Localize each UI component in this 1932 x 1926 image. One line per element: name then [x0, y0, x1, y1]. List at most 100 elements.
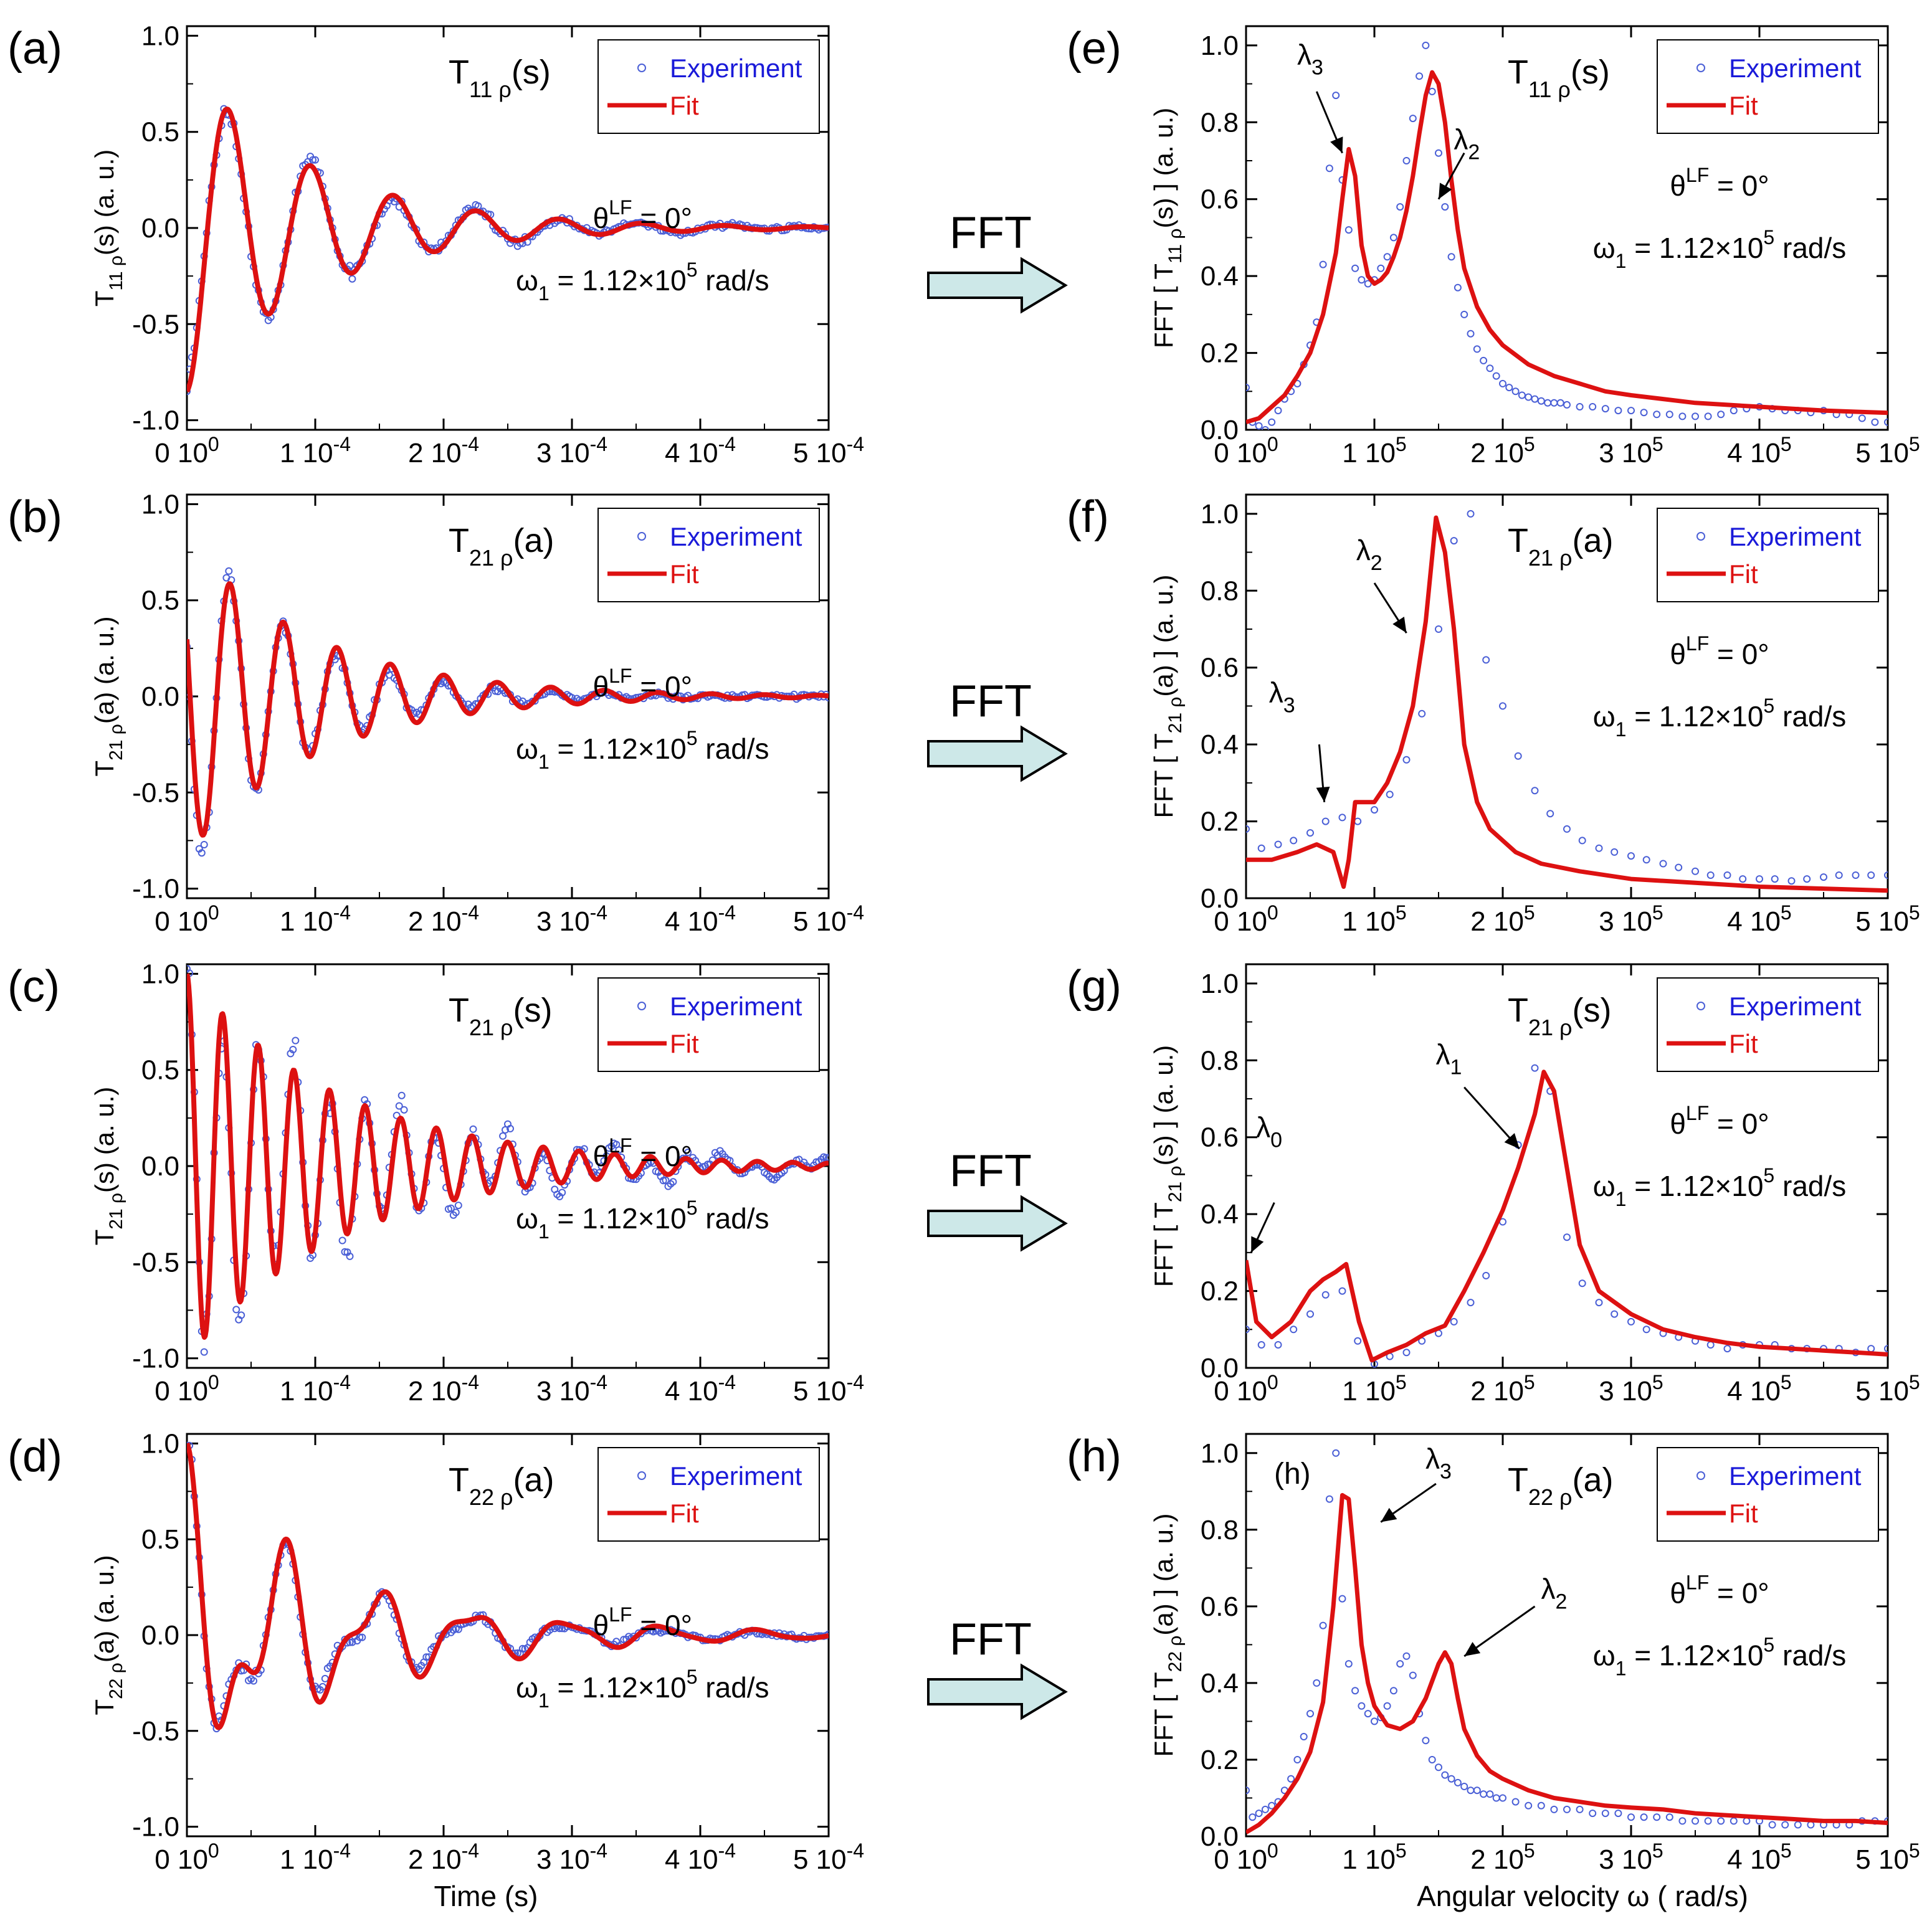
panel-letter-h: (h): [1067, 1431, 1121, 1481]
y-tick-label: 0.5: [141, 586, 179, 616]
legend-label-fit: Fit: [670, 559, 699, 589]
y-tick-label: 0.4: [1201, 1668, 1239, 1699]
experiment-point: [348, 275, 356, 283]
x-tick-label: 1 10-4: [280, 1839, 351, 1875]
experiment-point: [1678, 1817, 1687, 1825]
x-tick-label: 2 10-4: [408, 433, 479, 468]
experiment-point: [1578, 1279, 1586, 1288]
experiment-point: [1704, 412, 1712, 420]
experiment-point: [1364, 1710, 1372, 1718]
condition-theta: θLF = 0°: [593, 196, 692, 234]
experiment-point: [447, 1204, 455, 1212]
peak-label: λ0: [1256, 1111, 1282, 1152]
experiment-point: [1486, 1790, 1494, 1798]
peak-annotation: λ3: [1269, 676, 1330, 802]
y-axis-label-text: FFT [ T21 ρ(s) ] (a. u.): [1149, 1045, 1186, 1288]
legend-marker-experiment: [1696, 532, 1705, 541]
fft-label-4: FFT: [949, 1615, 1032, 1664]
x-tick-label: 4 10-4: [665, 1371, 736, 1407]
experiment-point: [232, 1306, 240, 1314]
experiment-point: [1486, 364, 1494, 372]
y-tick-label: -0.5: [132, 1247, 179, 1278]
x-tick-label: 5 105: [1855, 1839, 1920, 1875]
panel-title: T21 ρ(s): [1508, 992, 1612, 1040]
experiment-point: [395, 1102, 403, 1110]
experiment-point: [1492, 372, 1500, 380]
experiment-point: [1692, 867, 1699, 875]
experiment-point: [1482, 656, 1490, 664]
x-tick-label: 2 105: [1470, 901, 1535, 937]
experiment-point: [292, 1037, 300, 1045]
y-tick-label: 0.6: [1201, 1592, 1239, 1622]
experiment-point: [1595, 1299, 1603, 1307]
experiment-point: [1640, 409, 1648, 417]
peak-annotation: λ3: [1380, 1442, 1452, 1523]
legend-marker-experiment: [1696, 64, 1705, 72]
experiment-point: [1781, 1821, 1789, 1829]
x-tick-label: 4 105: [1727, 433, 1791, 468]
y-tick-label: 0.8: [1201, 1045, 1239, 1076]
experiment-point: [1531, 395, 1539, 403]
fft-label-1: FFT: [949, 208, 1032, 258]
panel-b: (b) -1.0 -0.5 0.0 0.5 1.0 0 100 1 10-4 2 10-4 3 1…: [7, 489, 864, 937]
experiment-point: [518, 1644, 526, 1653]
legend: Experiment Fit: [597, 1447, 820, 1542]
experiment-point: [1884, 418, 1888, 426]
experiment-point: [1492, 1794, 1500, 1802]
experiment-point: [1550, 1805, 1558, 1813]
fit-line: [187, 107, 829, 393]
panel-title: T22 ρ(a): [449, 1461, 554, 1510]
experiment-point: [422, 1653, 431, 1661]
y-tick-label: 0.2: [1201, 1745, 1239, 1775]
experiment-point: [1467, 1786, 1475, 1795]
experiment-point: [1321, 817, 1330, 825]
legend-marker-experiment: [637, 64, 646, 72]
x-tick-label: 0 100: [1214, 1839, 1278, 1875]
fft-label-3: FFT: [949, 1146, 1032, 1196]
experiment-point: [1319, 1621, 1327, 1630]
panel-title: T21 ρ(a): [449, 522, 554, 571]
experiment-point: [1274, 840, 1282, 848]
x-tick-label: 3 105: [1599, 433, 1663, 468]
x-tick-label: 4 105: [1727, 1371, 1791, 1407]
plot-data: [187, 567, 829, 857]
experiment-point: [225, 567, 233, 575]
experiment-point: [1325, 1495, 1333, 1503]
experiment-point: [1678, 412, 1687, 420]
experiment-point: [1614, 1810, 1622, 1818]
x-tick-label: 3 105: [1599, 901, 1663, 937]
experiment-point: [1293, 1756, 1301, 1763]
experiment-point: [703, 1160, 711, 1169]
x-tick-label: 4 105: [1727, 1839, 1791, 1875]
legend-marker-experiment: [1696, 1471, 1705, 1480]
experiment-point: [1354, 1337, 1362, 1345]
peak-arrow-head: [1392, 617, 1407, 633]
peak-label: λ3: [1269, 676, 1295, 717]
experiment-point: [393, 1111, 401, 1119]
x-tick-label: 2 10-4: [408, 1371, 479, 1407]
legend-label-fit: Fit: [1729, 1499, 1758, 1528]
experiment-point: [1771, 875, 1779, 883]
panel-g: (g) 0.0 0.2 0.4 0.6 0.8 1.0 0 100 1 105 2 105 3 10…: [1067, 962, 1920, 1407]
experiment-point: [1511, 387, 1520, 396]
x-tick-label: 2 105: [1470, 1371, 1535, 1407]
experiment-point: [1450, 537, 1458, 545]
experiment-point: [200, 1348, 208, 1356]
experiment-point: [346, 1252, 354, 1260]
experiment-point: [321, 1674, 329, 1682]
y-tick-label: 0.4: [1201, 261, 1239, 292]
experiment-point: [187, 387, 191, 396]
experiment-point: [1531, 787, 1539, 795]
y-tick-label: 1.0: [1201, 499, 1239, 529]
panel-title: T22 ρ(a): [1508, 1461, 1614, 1510]
y-tick-label: 0.0: [141, 1151, 179, 1182]
y-tick-label: 1.0: [1201, 31, 1239, 61]
legend-label-experiment: Experiment: [1729, 992, 1862, 1021]
experiment-point: [1531, 1064, 1539, 1072]
peak-arrow-head: [1464, 1642, 1481, 1656]
panel-title: T11 ρ(s): [449, 54, 551, 102]
experiment-point: [1537, 397, 1545, 405]
condition-omega: ω1 = 1.12×105 rad/s: [1593, 1633, 1847, 1679]
y-tick-label: -0.5: [132, 1716, 179, 1747]
experiment-point: [1482, 1271, 1490, 1279]
